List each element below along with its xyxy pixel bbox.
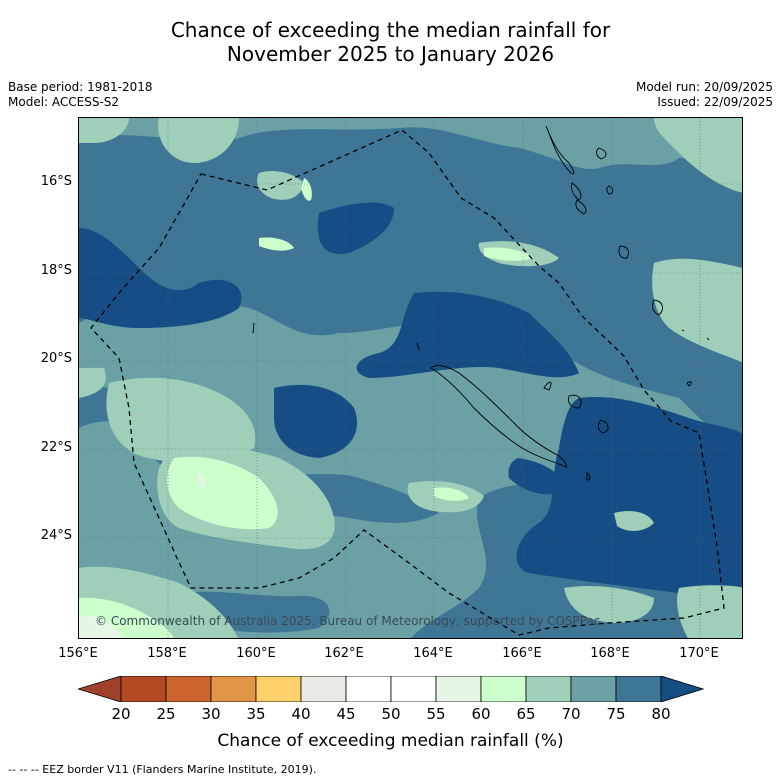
model-run: Model run: 20/09/2025 xyxy=(635,80,773,94)
colorbar-45-50 xyxy=(345,676,392,702)
colorbar-tick: 70 xyxy=(561,705,581,723)
region-60-65 xyxy=(79,178,534,638)
colorbar-tick: 25 xyxy=(156,705,176,723)
base-period: Base period: 1981-2018 xyxy=(8,80,153,94)
lat-label: 20°S xyxy=(40,351,72,366)
lon-label: 162°E xyxy=(324,646,364,661)
colorbar-tick: 55 xyxy=(426,705,446,723)
meta-left: Base period: 1981-2018 Model: ACCESS-S2 xyxy=(8,80,153,110)
colorbar-55-60 xyxy=(435,676,482,702)
islet xyxy=(586,472,591,481)
copyright-notice: © Commonwealth of Australia 2025, Bureau… xyxy=(95,614,601,628)
colorbar-30-35 xyxy=(210,676,257,702)
colorbar-tick: 45 xyxy=(336,705,356,723)
vanuatu-efate xyxy=(618,245,629,259)
colorbar-tick: 65 xyxy=(516,705,536,723)
loyalty-mare xyxy=(597,419,609,434)
lon-label: 166°E xyxy=(502,646,542,661)
graticule xyxy=(79,118,742,638)
colorbar-65-70 xyxy=(525,676,572,702)
colorbar-tick: 30 xyxy=(201,705,221,723)
vanuatu-espiritu-santo xyxy=(545,125,575,175)
islet xyxy=(686,381,692,387)
eez-legend-note: -- -- -- EEZ border V11 (Flanders Marine… xyxy=(8,763,317,776)
islet-coast xyxy=(416,342,420,351)
colorbar-25-30 xyxy=(165,676,212,702)
lon-label: 160°E xyxy=(236,646,276,661)
loyalty-lifou xyxy=(568,394,582,409)
model-name: Model: ACCESS-S2 xyxy=(8,95,120,109)
chart-title: Chance of exceeding the median rainfall … xyxy=(0,18,781,66)
lon-label: 156°E xyxy=(58,646,98,661)
islet xyxy=(252,322,255,334)
new-caledonia-coast xyxy=(430,365,568,468)
lat-label: 18°S xyxy=(40,263,72,278)
vanuatu-tanna xyxy=(652,299,664,316)
colorbar-tick: 50 xyxy=(381,705,401,723)
vanuatu-island xyxy=(575,199,587,215)
rainfall-map xyxy=(79,118,742,638)
lon-label: 170°E xyxy=(679,646,719,661)
title-line-1: Chance of exceeding the median rainfall … xyxy=(170,18,611,42)
lat-label: 24°S xyxy=(40,528,72,543)
colorbar-tick: 20 xyxy=(111,705,131,723)
lon-label: 164°E xyxy=(413,646,453,661)
map-panel[interactable]: © Commonwealth of Australia 2025, Bureau… xyxy=(78,117,743,639)
vanuatu-island xyxy=(606,185,614,195)
meta-right: Model run: 20/09/2025 Issued: 22/09/2025 xyxy=(636,80,773,110)
lat-label: 16°S xyxy=(40,174,72,189)
colorbar-70-75 xyxy=(570,676,617,702)
islet xyxy=(706,337,710,341)
colorbar-tick: 75 xyxy=(606,705,626,723)
title-line-2: November 2025 to January 2026 xyxy=(226,42,555,66)
issued-date: Issued: 22/09/2025 xyxy=(657,95,773,109)
colorbar-35-40 xyxy=(255,676,302,702)
colorbar-75-80 xyxy=(615,676,662,702)
lon-label: 158°E xyxy=(147,646,187,661)
colorbar-20-25 xyxy=(120,676,167,702)
colorbar-tick: 35 xyxy=(246,705,266,723)
vanuatu-island xyxy=(596,147,607,160)
colorbar-60-65 xyxy=(480,676,527,702)
colorbar-tick: 40 xyxy=(291,705,311,723)
coastline xyxy=(252,125,710,481)
colorbar xyxy=(78,676,704,702)
eez-border xyxy=(90,129,725,636)
colorbar-50-55 xyxy=(390,676,437,702)
islet xyxy=(681,329,685,332)
colorbar-above-80 xyxy=(660,676,704,702)
vanuatu-island xyxy=(571,182,582,201)
colorbar-tick: 80 xyxy=(651,705,671,723)
colorbar-tick: 60 xyxy=(471,705,491,723)
region-above-80 xyxy=(79,202,742,603)
loyalty-islet xyxy=(543,381,552,391)
region-55-60 xyxy=(79,473,206,638)
lon-label: 168°E xyxy=(590,646,630,661)
colorbar-40-45 xyxy=(300,676,347,702)
lat-label: 22°S xyxy=(40,440,72,455)
colorbar-below-20 xyxy=(78,676,122,702)
colorbar-label: Chance of exceeding median rainfall (%) xyxy=(217,731,564,751)
